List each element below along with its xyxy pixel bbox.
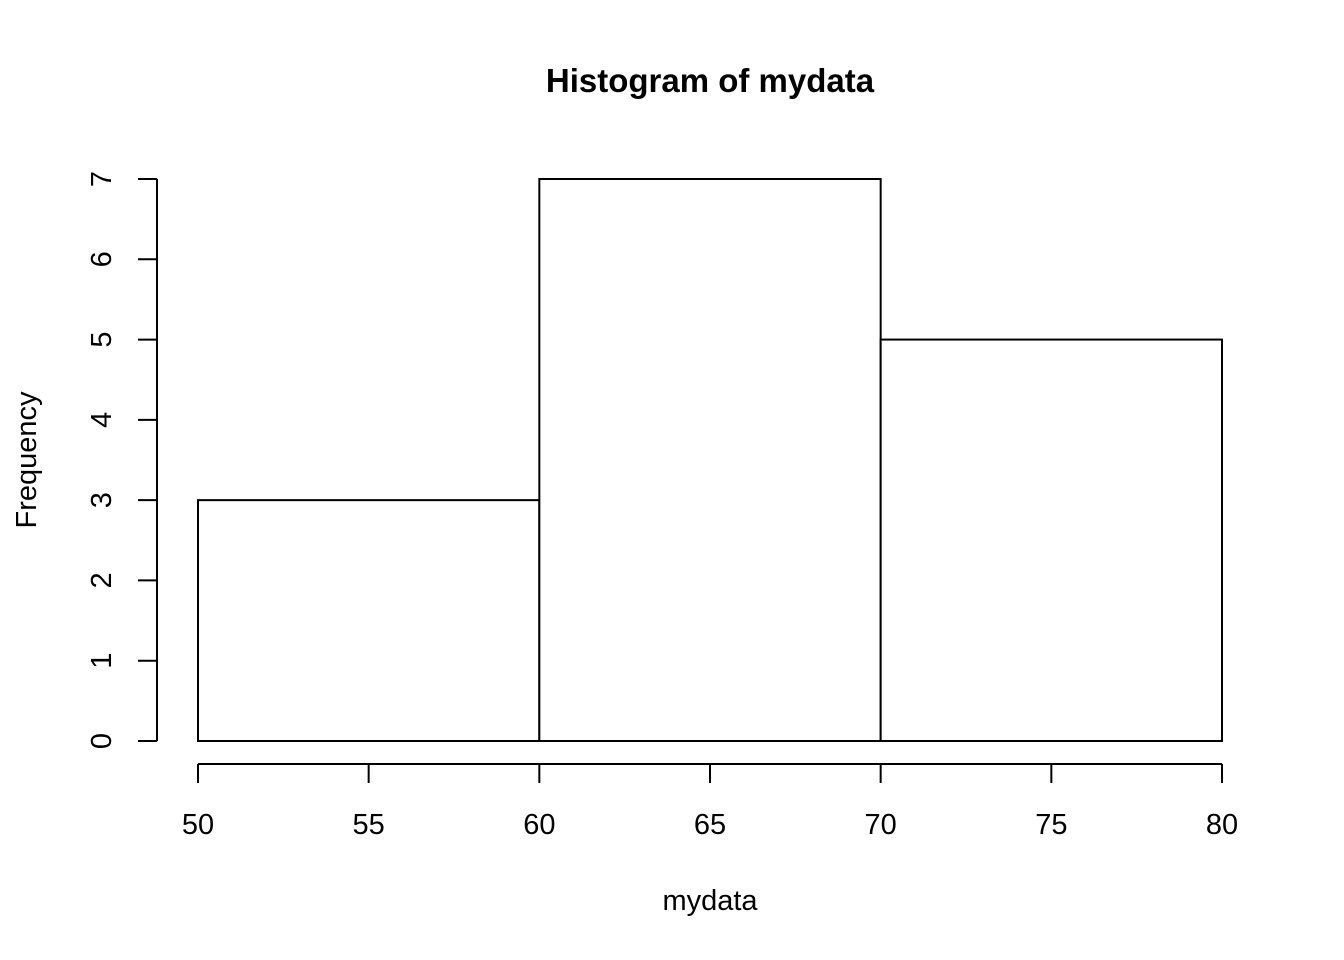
y-tick-label: 6 [86,251,118,267]
x-tick-label: 55 [353,809,385,841]
x-tick-label: 60 [523,809,555,841]
x-axis-label: mydata [662,885,758,917]
histogram-bar-1 [197,499,541,742]
y-tick-label: 0 [86,733,118,749]
y-tick-label: 2 [86,572,118,588]
y-axis-label: Frequency [11,391,43,529]
histogram-bar-3 [879,338,1224,742]
y-tick-label: 3 [86,492,118,508]
y-tick-label: 7 [86,171,118,187]
x-tick-label: 65 [694,809,726,841]
y-tick-label: 5 [86,332,118,348]
x-tick-label: 75 [1035,809,1067,841]
bars-group [197,178,1224,742]
x-tick-label: 80 [1206,809,1238,841]
histogram-bar-2 [538,178,882,742]
y-tick-label: 1 [86,653,118,669]
y-tick-label: 4 [86,412,118,428]
x-tick-label: 50 [182,809,214,841]
x-axis-ticks: 50 55 60 65 70 75 80 [182,764,1238,841]
chart-title: Histogram of mydata [546,62,875,99]
x-tick-label: 70 [865,809,897,841]
y-axis-ticks: 0 1 2 3 4 5 6 7 [86,171,157,749]
